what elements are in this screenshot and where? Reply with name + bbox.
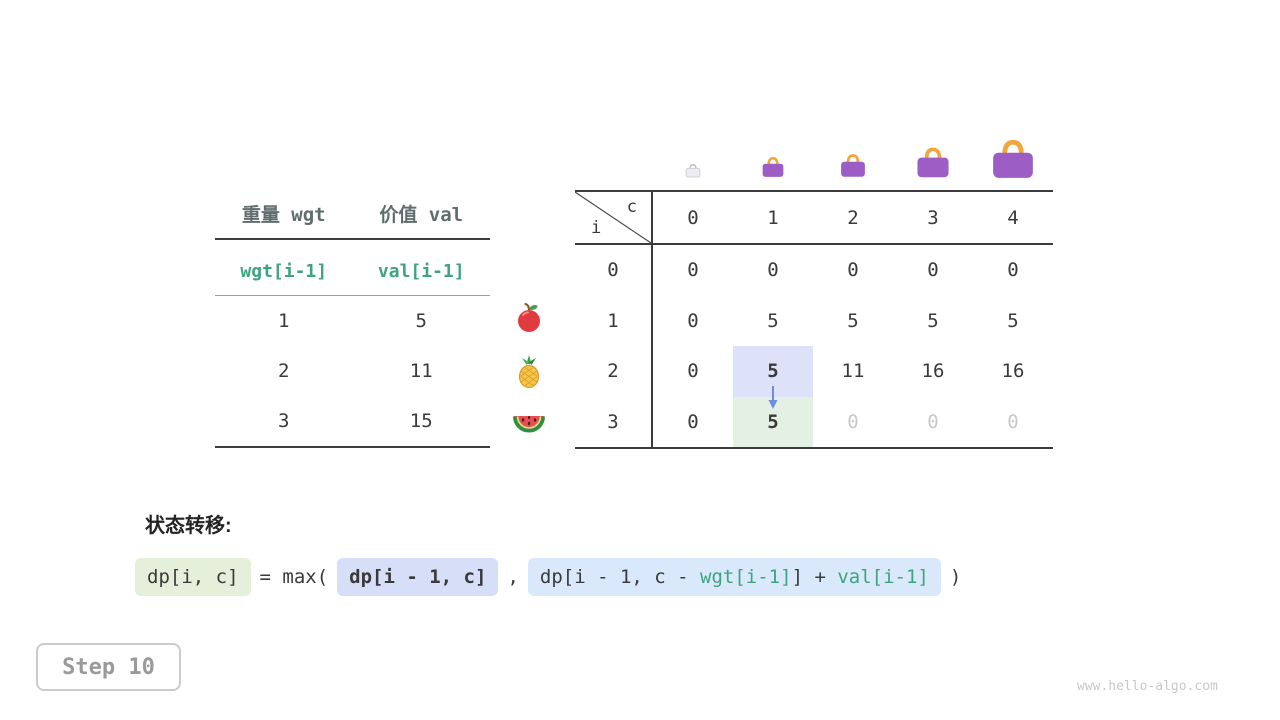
dp-cell: 16 xyxy=(921,360,945,383)
formula-comma: , xyxy=(507,566,519,588)
dp-cell: 0 xyxy=(927,259,939,282)
pineapple-icon xyxy=(513,355,545,389)
dp-cell: 0 xyxy=(687,360,699,383)
watermelon-icon xyxy=(512,407,545,439)
bag-capacity-3-icon xyxy=(915,146,951,184)
item-value: 15 xyxy=(409,410,433,432)
formula-lhs: dp[i, c] xyxy=(135,558,251,596)
dp-cell: 0 xyxy=(1007,410,1019,433)
dp-cell: 11 xyxy=(841,360,865,383)
formula-arg2-val: val[i-1] xyxy=(837,566,929,588)
dp-cell: 5 xyxy=(1007,309,1019,332)
dp-cell: 0 xyxy=(847,259,859,282)
table-row: 1 5 xyxy=(215,296,490,346)
dp-row-label: 2 xyxy=(575,346,653,397)
watermark: www.hello-algo.com xyxy=(1077,679,1218,694)
corner-diagonal-line xyxy=(575,192,651,243)
weight-value-header-row: 重量 wgt 价值 val xyxy=(215,188,490,240)
dp-col-header: 1 xyxy=(733,192,813,245)
table-row: 2 11 xyxy=(215,346,490,396)
dp-cell: 0 xyxy=(847,410,859,433)
value-header: 价值 val xyxy=(379,203,464,226)
dp-corner-cell: c i xyxy=(575,192,653,245)
dp-cell: 0 xyxy=(767,259,779,282)
bag-capacity-0-icon xyxy=(685,163,701,183)
item-weight: 1 xyxy=(278,310,290,332)
dp-col-header: 0 xyxy=(653,192,733,245)
dp-col-header: 3 xyxy=(893,192,973,245)
dp-row-label: 0 xyxy=(575,245,653,296)
transition-arrow-icon xyxy=(766,385,780,416)
item-value: 5 xyxy=(415,310,427,332)
dp-cell: 16 xyxy=(1001,360,1025,383)
dp-cell: 0 xyxy=(927,410,939,433)
dp-col-header: 4 xyxy=(973,192,1053,245)
item-weight: 2 xyxy=(278,360,290,382)
formula-arg2: dp[i - 1, c - wgt[i-1]] + val[i-1] xyxy=(527,558,941,596)
bag-capacity-2-icon xyxy=(839,153,867,183)
formula-close-paren: ) xyxy=(949,566,962,588)
col-variable-label: c xyxy=(626,197,637,217)
formula-arg2-prefix: dp[i - 1, c - xyxy=(539,566,701,588)
dp-cell: 5 xyxy=(927,309,939,332)
dp-cell: 5 xyxy=(847,309,859,332)
table-row: 3 15 xyxy=(215,396,490,446)
formula-row: wgt[i-1] val[i-1] xyxy=(215,240,490,296)
weight-header: 重量 wgt xyxy=(241,203,326,226)
dp-row-label: 1 xyxy=(575,295,653,346)
transition-formula: dp[i, c] = max( dp[i - 1, c] , dp[i - 1,… xyxy=(135,558,970,596)
dp-cell: 5 xyxy=(767,309,779,332)
dp-col-header: 2 xyxy=(813,192,893,245)
wgt-formula: wgt[i-1] xyxy=(240,261,328,282)
formula-arg2-mid: ] + xyxy=(791,566,838,588)
dp-cell: 0 xyxy=(687,259,699,282)
bag-capacity-1-icon xyxy=(761,156,785,183)
row-variable-label: i xyxy=(591,218,602,238)
transition-label: 状态转移: xyxy=(145,515,232,537)
dp-cell: 0 xyxy=(687,410,699,433)
step-badge: Step 10 xyxy=(36,643,181,691)
item-weight: 3 xyxy=(278,410,290,432)
item-value: 11 xyxy=(409,360,433,382)
dp-row-label: 3 xyxy=(575,396,653,447)
formula-arg1: dp[i - 1, c] xyxy=(337,558,499,596)
formula-arg2-wgt: wgt[i-1] xyxy=(700,566,792,588)
dp-cell-target-highlight: 5 xyxy=(733,396,813,447)
formula-operator: = max( xyxy=(259,566,329,588)
dp-cell: 0 xyxy=(687,309,699,332)
dp-cell-source-highlight: 5 xyxy=(733,346,813,397)
dp-table: c i 0 1 2 3 4 0 0 0 0 0 0 1 0 5 5 5 5 2 … xyxy=(575,190,1053,449)
weight-value-table: 重量 wgt 价值 val wgt[i-1] val[i-1] 1 5 2 11… xyxy=(215,188,490,448)
val-formula: val[i-1] xyxy=(377,261,465,282)
bag-capacity-4-icon xyxy=(990,138,1036,185)
dp-cell: 0 xyxy=(1007,259,1019,282)
apple-icon xyxy=(513,302,545,334)
